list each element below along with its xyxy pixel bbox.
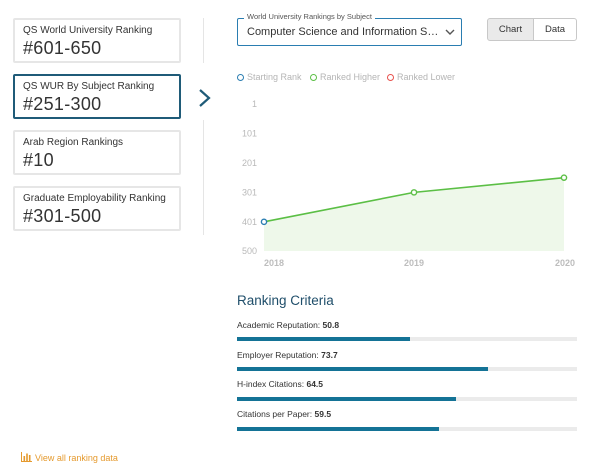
criteria-bar-fill	[237, 397, 457, 401]
y-tick-label: 401	[242, 217, 257, 227]
chart-toggle-button[interactable]: Chart	[487, 18, 534, 41]
legend-starting-rank: Starting Rank	[237, 72, 302, 82]
criteria-bar-fill	[237, 427, 440, 431]
criteria-name: Academic Reputation:	[237, 320, 321, 330]
criteria-name: H-index Citations:	[237, 379, 305, 389]
starting-rank-dot-icon	[237, 74, 244, 81]
subject-select[interactable]: Computer Science and Information Systems	[237, 18, 462, 46]
criteria-label-employer-reputation: Employer Reputation: 73.7	[237, 350, 338, 360]
y-tick-label: 500	[242, 246, 257, 256]
divider-bottom	[203, 120, 204, 235]
y-tick-label: 301	[242, 187, 257, 197]
x-tick-label: 2019	[404, 258, 424, 268]
divider-top	[203, 18, 204, 63]
ranking-card-label: Arab Region Rankings	[23, 137, 124, 148]
ranking-card-label: Graduate Employability Ranking	[23, 193, 166, 204]
criteria-score: 59.5	[314, 409, 332, 419]
ranking-card-label: QS WUR By Subject Ranking	[23, 81, 155, 92]
ranking-card-value: #601-650	[23, 38, 102, 58]
y-tick-label: 1	[252, 99, 257, 109]
bar-chart-icon	[21, 452, 32, 462]
series-area	[264, 177, 564, 251]
ranking-card-label: QS World University Ranking	[23, 25, 153, 36]
ranking-card-value: #10	[23, 150, 54, 170]
criteria-score: 50.8	[322, 320, 340, 330]
criteria-bar-track	[237, 397, 577, 401]
data-point	[560, 174, 568, 181]
subject-select-legend: World University Rankings by Subject	[244, 12, 375, 22]
subject-select-value: Computer Science and Information Systems	[247, 26, 443, 38]
ranking-card-value: #301-500	[23, 206, 102, 226]
chevron-right-icon	[199, 89, 211, 107]
y-tick-label: 101	[242, 128, 257, 138]
legend-label: Ranked Lower	[397, 72, 456, 82]
legend-label: Ranked Higher	[320, 72, 381, 82]
criteria-name: Citations per Paper:	[237, 409, 313, 419]
data-point	[260, 218, 268, 226]
ranked-higher-dot-icon	[310, 74, 317, 81]
series-line	[263, 176, 565, 223]
criteria-label-h-index-citations: H-index Citations: 64.5	[237, 379, 323, 389]
ranking-criteria-title: Ranking Criteria	[237, 293, 334, 308]
criteria-bar-fill	[237, 337, 410, 341]
criteria-bar-track	[237, 427, 577, 431]
x-tick-label: 2018	[264, 258, 284, 268]
legend-ranked-higher: Ranked Higher	[310, 72, 380, 82]
ranking-card-subject[interactable]: QS WUR By Subject Ranking #251-300	[13, 74, 181, 119]
ranking-card-value: #251-300	[23, 94, 102, 114]
chevron-down-icon	[445, 29, 455, 35]
criteria-bar-track	[237, 337, 577, 341]
ranked-lower-dot-icon	[387, 74, 394, 81]
criteria-name: Employer Reputation:	[237, 350, 319, 360]
criteria-label-academic-reputation: Academic Reputation: 50.8	[237, 320, 339, 330]
criteria-score: 73.7	[321, 350, 338, 360]
legend-label: Starting Rank	[247, 72, 302, 82]
view-all-ranking-data-link[interactable]: View all ranking data	[21, 452, 118, 463]
criteria-bar-fill	[237, 367, 488, 371]
y-tick-label: 201	[242, 158, 257, 168]
data-toggle-button[interactable]: Data	[533, 18, 577, 41]
legend-ranked-lower: Ranked Lower	[387, 72, 455, 82]
view-all-label: View all ranking data	[35, 453, 118, 463]
ranking-card-employability[interactable]: Graduate Employability Ranking #301-500	[13, 186, 181, 231]
x-tick-label: 2020	[555, 258, 575, 268]
data-point	[410, 189, 418, 196]
ranking-card-world[interactable]: QS World University Ranking #601-650	[13, 18, 181, 63]
ranking-card-arab-region[interactable]: Arab Region Rankings #10	[13, 130, 181, 175]
criteria-label-citations-per-paper: Citations per Paper: 59.5	[237, 409, 331, 419]
criteria-score: 64.5	[306, 379, 324, 389]
criteria-bar-track	[237, 367, 577, 371]
